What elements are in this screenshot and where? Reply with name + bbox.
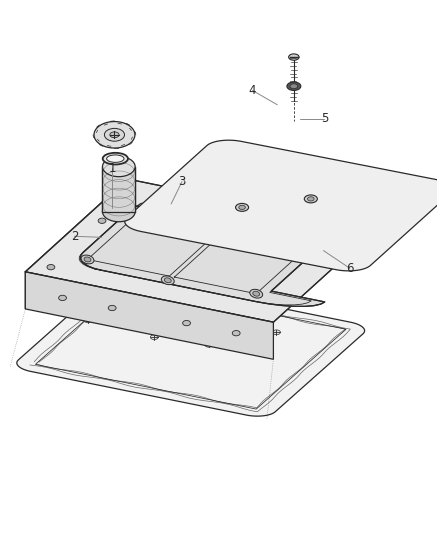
Ellipse shape <box>187 310 195 315</box>
Text: 1: 1 <box>109 162 116 175</box>
Ellipse shape <box>287 82 301 91</box>
Ellipse shape <box>115 302 123 306</box>
Text: 6: 6 <box>346 262 353 274</box>
Ellipse shape <box>307 237 320 246</box>
Polygon shape <box>94 122 135 148</box>
Ellipse shape <box>47 264 55 270</box>
Text: 2: 2 <box>71 230 78 243</box>
Ellipse shape <box>272 330 280 335</box>
Ellipse shape <box>102 201 135 222</box>
Polygon shape <box>80 204 325 306</box>
Ellipse shape <box>310 239 317 244</box>
Text: 3: 3 <box>178 175 186 188</box>
Ellipse shape <box>250 289 263 298</box>
Ellipse shape <box>230 219 237 223</box>
Ellipse shape <box>110 132 119 138</box>
Polygon shape <box>125 140 438 271</box>
Ellipse shape <box>238 341 246 346</box>
Ellipse shape <box>205 342 213 347</box>
Ellipse shape <box>227 216 240 225</box>
Ellipse shape <box>304 195 318 203</box>
Ellipse shape <box>159 313 166 318</box>
Ellipse shape <box>164 278 171 282</box>
Ellipse shape <box>81 255 94 264</box>
Polygon shape <box>17 278 364 416</box>
Ellipse shape <box>183 320 191 326</box>
Ellipse shape <box>161 276 174 285</box>
Ellipse shape <box>253 291 260 296</box>
Ellipse shape <box>150 335 158 340</box>
Ellipse shape <box>102 153 128 165</box>
Ellipse shape <box>102 157 135 176</box>
Polygon shape <box>102 167 135 212</box>
Ellipse shape <box>289 54 299 60</box>
Ellipse shape <box>144 293 152 297</box>
Ellipse shape <box>59 295 67 301</box>
Polygon shape <box>25 179 376 322</box>
Ellipse shape <box>104 128 124 141</box>
Polygon shape <box>25 179 127 309</box>
Ellipse shape <box>138 203 151 212</box>
Ellipse shape <box>290 84 298 88</box>
Text: 5: 5 <box>321 112 328 125</box>
Ellipse shape <box>84 257 91 262</box>
Ellipse shape <box>239 205 245 209</box>
Ellipse shape <box>307 197 314 201</box>
Ellipse shape <box>108 305 116 311</box>
Ellipse shape <box>106 155 124 163</box>
Polygon shape <box>25 272 273 359</box>
Ellipse shape <box>98 218 106 223</box>
Ellipse shape <box>84 318 92 323</box>
Ellipse shape <box>236 204 249 212</box>
Ellipse shape <box>232 330 240 336</box>
Ellipse shape <box>205 328 213 333</box>
Ellipse shape <box>141 205 148 210</box>
Text: 4: 4 <box>249 84 256 97</box>
